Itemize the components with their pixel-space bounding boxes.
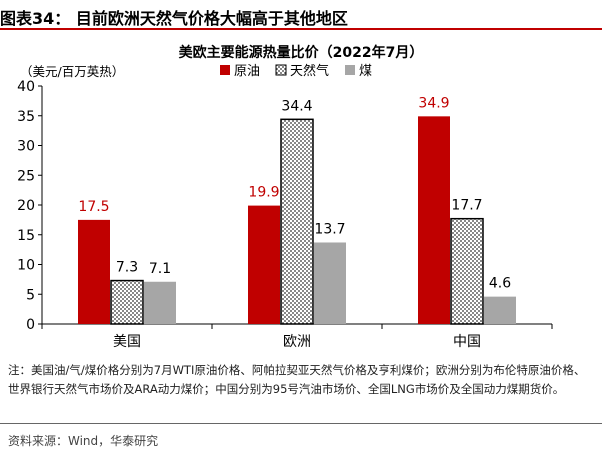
y-tick-label: 20 (17, 198, 35, 214)
legend-swatch (345, 65, 355, 75)
x-axis: 美国 欧洲 中国 (41, 323, 553, 350)
bar-2 (144, 281, 176, 324)
y-axis-unit-label: （美元/百万英热） (20, 64, 125, 79)
y-tick-label: 5 (26, 287, 35, 303)
legend-swatch (275, 64, 287, 76)
y-axis: 0 5 10 15 20 25 30 35 40 (17, 79, 43, 333)
figure-title: 图表34： 目前欧洲天然气价格大幅高于其他地区 (0, 5, 348, 29)
figure-label: 图表34： (0, 9, 71, 28)
data-label: 17.5 (78, 199, 109, 215)
y-tick-label: 0 (26, 317, 35, 333)
bar-chart: 原油 天然气 煤 0 5 10 15 20 25 30 35 40 美国 欧洲 中国 17.5 7.3 7.… (17, 63, 553, 350)
data-label: 13.7 (314, 221, 345, 237)
y-tick-label: 10 (17, 258, 35, 274)
x-tick-label: 欧洲 (283, 334, 311, 350)
data-label: 7.3 (116, 260, 138, 276)
bar-0 (78, 219, 110, 324)
source-text: 资料来源：Wind，华泰研究 (8, 434, 159, 448)
figure-header: 图表34： 目前欧洲天然气价格大幅高于其他地区 (0, 0, 602, 30)
bar-1 (280, 118, 314, 325)
legend-label: 原油 (234, 64, 260, 79)
data-label: 34.9 (418, 95, 449, 111)
x-tick-label: 中国 (453, 334, 481, 350)
data-label: 19.9 (248, 185, 279, 201)
bar-0 (418, 116, 450, 324)
legend-label: 天然气 (290, 63, 329, 79)
bar-0 (248, 205, 280, 324)
bar-1 (450, 217, 484, 325)
data-label: 7.1 (149, 261, 171, 277)
chart-notes: 注：美国油/气/煤价格分别为7月WTI原油价格、阿帕拉契亚天然气价格及亨利煤价；… (8, 363, 586, 396)
source-divider (0, 423, 602, 424)
chart-title: 美欧主要能源热量比价（2022年7月） (178, 45, 424, 61)
bar-2 (484, 296, 516, 324)
y-tick-label: 40 (17, 79, 35, 95)
chart-legend: 原油 天然气 煤 (220, 63, 372, 79)
y-tick-label: 30 (17, 139, 35, 155)
legend-label: 煤 (359, 64, 372, 79)
y-tick-label: 15 (17, 228, 35, 244)
y-tick-label: 35 (17, 109, 35, 125)
figure-heading: 目前欧洲天然气价格大幅高于其他地区 (75, 9, 348, 28)
bar-2 (314, 242, 346, 324)
data-label: 34.4 (281, 98, 312, 114)
data-labels-group: 17.5 7.3 7.1 19.9 34.4 13.7 34.9 17.7 4.6 (78, 95, 511, 291)
bar-1 (110, 279, 144, 325)
data-label: 4.6 (489, 276, 511, 292)
bars-group (78, 116, 516, 325)
legend-swatch (220, 65, 230, 75)
data-label: 17.7 (451, 198, 482, 214)
x-tick-label: 美国 (113, 334, 141, 350)
y-tick-label: 25 (17, 168, 35, 184)
